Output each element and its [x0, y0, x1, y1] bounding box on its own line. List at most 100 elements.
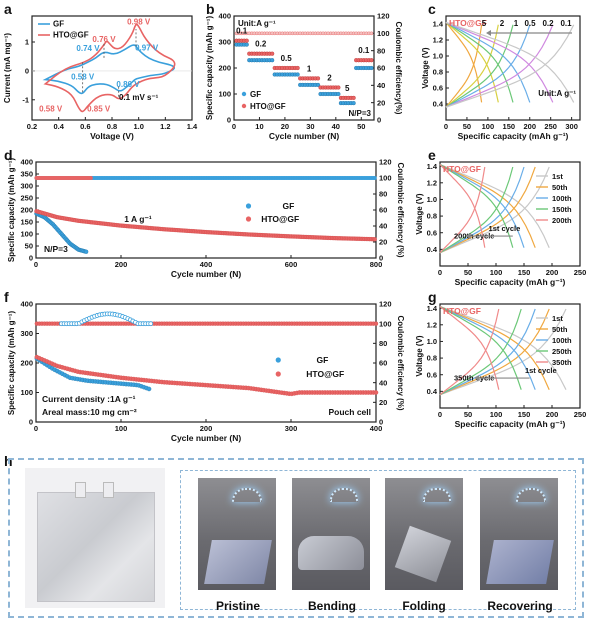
e-discharge-curve: [439, 163, 525, 248]
f-y-tick-label: 200: [20, 359, 33, 368]
a-x-tick-label: 1.4: [187, 122, 198, 131]
g-discharge-curve: [439, 306, 500, 390]
g-y-tick-label: 0.8: [427, 354, 437, 363]
d-legend-hto-swatch: [245, 216, 252, 222]
g-x-tick-label: 200: [546, 410, 559, 419]
e-x-tick-label: 100: [490, 268, 503, 277]
d-ce-point: [372, 176, 377, 180]
b-hto-point: [351, 95, 356, 100]
c-charge-curve: [445, 24, 499, 108]
f-y2-tick-label: 60: [379, 359, 387, 368]
e-charge-curve: [439, 166, 525, 254]
f-y2-axis-label: Coulombic efficiency (%): [396, 315, 405, 410]
f-x-tick-label: 400: [370, 424, 383, 433]
b-gf-point: [315, 82, 321, 87]
g-y-axis-label: Voltage (V): [415, 335, 424, 377]
b-gf-point: [369, 65, 374, 71]
b-rate-label: 0.1: [236, 27, 248, 36]
a-cv-curve-hto: [43, 23, 176, 113]
b-y-tick-label: 400: [218, 12, 231, 21]
e-plot-frame: [439, 161, 581, 267]
d-y-tick-label: 150: [20, 218, 33, 227]
f-density-text: Current density :1A g⁻¹: [42, 394, 136, 404]
f-x-axis-label: Cycle number (N): [171, 433, 242, 443]
d-x-tick-label: 600: [285, 260, 298, 269]
d-y2-axis-label: Coulombic efficiency (%): [396, 162, 405, 257]
d-x-tick-label: 800: [370, 260, 383, 269]
d-x-tick-label: 200: [115, 260, 128, 269]
e-y-tick-label: 0.4: [427, 245, 438, 254]
b-gf-point: [295, 72, 300, 77]
b-hto-point: [244, 38, 249, 43]
d-y2-tick-label: 40: [379, 222, 387, 231]
b-gf-point: [270, 58, 275, 63]
a-annotation: 0.58 V: [71, 73, 95, 82]
e-charge-curve: [439, 166, 514, 254]
d-y-tick-label: 350: [20, 170, 33, 179]
e-first-cycle-text: 1st cycle: [489, 224, 521, 233]
e-arrow-head: [465, 233, 471, 240]
g-charge-curve: [439, 308, 567, 396]
c-rate-label: 5: [482, 19, 487, 28]
d-y-tick-label: 300: [20, 182, 33, 191]
a-annotation: 0.98 V: [127, 18, 151, 27]
c-x-tick-label: 0: [444, 122, 448, 131]
g-discharge-curve: [439, 305, 522, 390]
d-y-tick-label: 0: [29, 254, 33, 263]
g-y-tick-label: 0.6: [427, 370, 437, 379]
g-charge-curve: [439, 308, 536, 396]
label-folding: Folding: [402, 599, 446, 613]
photo-recovering: [480, 478, 558, 590]
c-discharge-curve: [445, 21, 554, 103]
g-discharge-curve: [439, 305, 550, 390]
b-y-tick-label: 200: [218, 64, 231, 73]
g-legend-label: 50th: [552, 325, 568, 334]
e-discharge-curve: [439, 163, 550, 248]
d-gf-point: [84, 249, 89, 254]
d-ce-point-hto: [88, 176, 93, 180]
a-legend-gf-label: GF: [53, 20, 64, 29]
b-y-tick-label: 0: [227, 116, 231, 125]
d-x-tick-label: 0: [34, 260, 38, 269]
d-rate-text: 1 A g⁻¹: [124, 214, 152, 224]
b-hto-point: [270, 51, 275, 56]
b-x-tick-label: 20: [281, 122, 289, 131]
b-rate-label: 0.5: [281, 54, 293, 63]
g-charge-curve: [439, 308, 522, 396]
d-y2-tick-label: 0: [379, 254, 383, 263]
b-gf-point: [351, 100, 356, 106]
g-title-text: HTO@GF: [443, 306, 481, 316]
a-x-tick-label: 0.6: [80, 122, 90, 131]
c-rate-label: 0.2: [542, 19, 554, 28]
f-hto-point: [373, 390, 379, 395]
e-y-tick-label: 1.2: [427, 178, 437, 187]
e-y-tick-label: 0.8: [427, 212, 437, 221]
c-plot-frame: [445, 15, 581, 121]
g-y-tick-label: 1.0: [427, 337, 437, 346]
e-legend-label: 100th: [552, 194, 572, 203]
e-y-tick-label: 1.0: [427, 195, 437, 204]
c-title-text: HTO@GF: [449, 18, 487, 28]
f-legend-gf-swatch: [275, 357, 281, 363]
a-x-tick-label: 0.8: [107, 122, 117, 131]
panel-letter-f: f: [4, 289, 9, 305]
c-arrow-head: [486, 30, 491, 36]
f-y-tick-label: 400: [20, 300, 33, 309]
a-legend-hto-label: HTO@GF: [53, 31, 89, 40]
c-discharge-curve: [445, 22, 483, 103]
b-y2-tick-label: 120: [377, 12, 390, 21]
a-y-tick-label: 0: [25, 66, 29, 75]
a-y-tick-label: -1: [22, 95, 29, 104]
label-recovering: Recovering: [487, 599, 553, 613]
b-y2-tick-label: 40: [377, 81, 385, 90]
e-x-axis-label: Specific capacity (mAh g⁻¹): [455, 277, 566, 287]
c-y-tick-label: 1.0: [433, 52, 443, 61]
a-annotation: 0.76 V: [92, 35, 116, 44]
d-y-tick-label: 250: [20, 194, 33, 203]
a-x-tick-label: 1.0: [133, 122, 143, 131]
f-y2-tick-label: 20: [379, 398, 387, 407]
c-charge-curve: [445, 24, 531, 108]
b-legend-gf-label: GF: [250, 90, 261, 99]
b-gf-point: [244, 42, 249, 47]
